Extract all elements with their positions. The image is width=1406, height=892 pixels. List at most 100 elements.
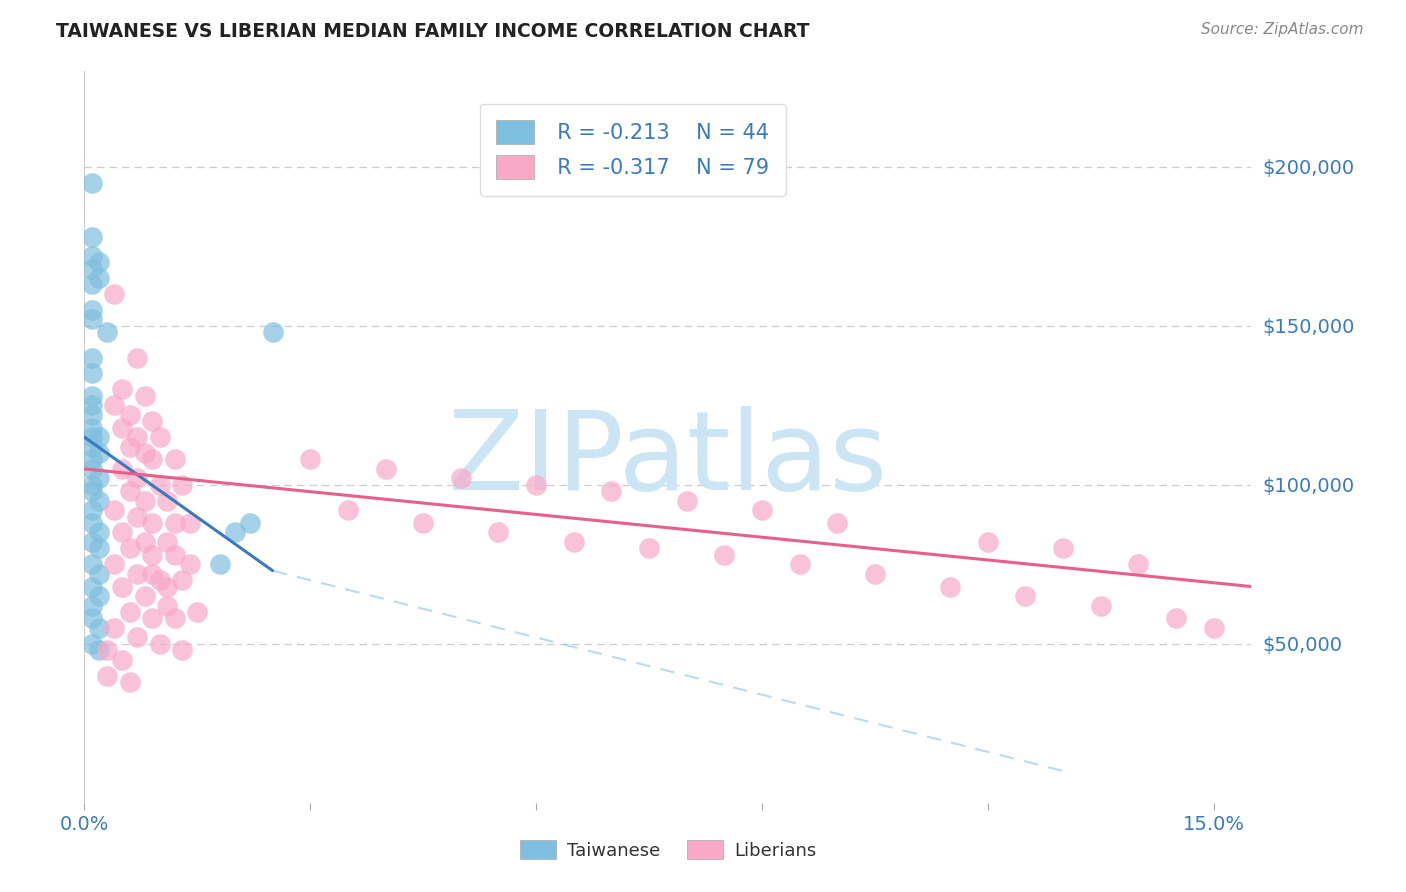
Point xyxy=(80,558,103,572)
Text: Source: ZipAtlas.com: Source: ZipAtlas.com xyxy=(1201,22,1364,37)
Point xyxy=(80,535,103,549)
Point xyxy=(80,516,103,530)
Point xyxy=(103,287,125,301)
Point xyxy=(80,599,103,613)
Point xyxy=(80,351,103,365)
Point xyxy=(111,580,134,594)
Point xyxy=(80,398,103,412)
Point xyxy=(141,414,163,428)
Point xyxy=(163,516,186,530)
Point xyxy=(156,599,179,613)
Point xyxy=(751,503,773,517)
Point xyxy=(1164,611,1187,625)
Point xyxy=(186,605,208,619)
Point xyxy=(80,580,103,594)
Text: ZIPatlas: ZIPatlas xyxy=(449,406,887,513)
Point xyxy=(96,643,118,657)
Point xyxy=(1202,621,1225,635)
Point xyxy=(103,621,125,635)
Point xyxy=(141,452,163,467)
Point xyxy=(80,389,103,403)
Point xyxy=(374,462,396,476)
Point xyxy=(562,535,585,549)
Point xyxy=(156,493,179,508)
Point xyxy=(675,493,697,508)
Point xyxy=(1014,589,1036,603)
Point xyxy=(80,430,103,444)
Point xyxy=(111,653,134,667)
Point xyxy=(600,484,623,499)
Point xyxy=(80,611,103,625)
Point xyxy=(156,580,179,594)
Point xyxy=(450,471,472,485)
Point xyxy=(89,493,111,508)
Point xyxy=(111,420,134,434)
Point xyxy=(89,643,111,657)
Text: TAIWANESE VS LIBERIAN MEDIAN FAMILY INCOME CORRELATION CHART: TAIWANESE VS LIBERIAN MEDIAN FAMILY INCO… xyxy=(56,22,810,41)
Point xyxy=(80,408,103,422)
Point xyxy=(149,637,172,651)
Point xyxy=(89,621,111,635)
Point xyxy=(789,558,811,572)
Point xyxy=(89,525,111,540)
Point xyxy=(125,430,148,444)
Point xyxy=(141,516,163,530)
Point xyxy=(118,675,141,690)
Point xyxy=(96,325,118,339)
Point xyxy=(179,558,201,572)
Point xyxy=(172,573,194,587)
Point xyxy=(141,611,163,625)
Point xyxy=(163,452,186,467)
Point xyxy=(134,389,156,403)
Point xyxy=(1052,541,1074,556)
Point xyxy=(125,509,148,524)
Point xyxy=(89,471,111,485)
Point xyxy=(179,516,201,530)
Point xyxy=(80,462,103,476)
Point xyxy=(80,176,103,190)
Point xyxy=(103,503,125,517)
Point xyxy=(134,589,156,603)
Point xyxy=(299,452,322,467)
Point xyxy=(80,477,103,491)
Point xyxy=(524,477,547,491)
Point xyxy=(863,566,886,581)
Point xyxy=(89,446,111,460)
Point xyxy=(149,477,172,491)
Point xyxy=(96,668,118,682)
Point xyxy=(80,229,103,244)
Point xyxy=(89,566,111,581)
Point xyxy=(125,471,148,485)
Point xyxy=(111,525,134,540)
Point xyxy=(713,548,735,562)
Point xyxy=(125,351,148,365)
Point xyxy=(156,535,179,549)
Point xyxy=(80,302,103,317)
Point xyxy=(80,420,103,434)
Point xyxy=(172,477,194,491)
Point xyxy=(163,611,186,625)
Point xyxy=(1128,558,1150,572)
Point xyxy=(134,446,156,460)
Point xyxy=(939,580,962,594)
Point xyxy=(141,548,163,562)
Point xyxy=(336,503,359,517)
Point xyxy=(134,493,156,508)
Point xyxy=(208,558,231,572)
Point xyxy=(638,541,661,556)
Point xyxy=(80,367,103,381)
Point xyxy=(80,312,103,326)
Point xyxy=(134,535,156,549)
Point xyxy=(412,516,434,530)
Point xyxy=(977,535,1000,549)
Point xyxy=(125,631,148,645)
Point xyxy=(111,383,134,397)
Point xyxy=(89,271,111,285)
Point xyxy=(80,440,103,454)
Point xyxy=(825,516,848,530)
Point xyxy=(141,566,163,581)
Point xyxy=(172,643,194,657)
Point xyxy=(80,637,103,651)
Point xyxy=(80,261,103,276)
Point xyxy=(163,548,186,562)
